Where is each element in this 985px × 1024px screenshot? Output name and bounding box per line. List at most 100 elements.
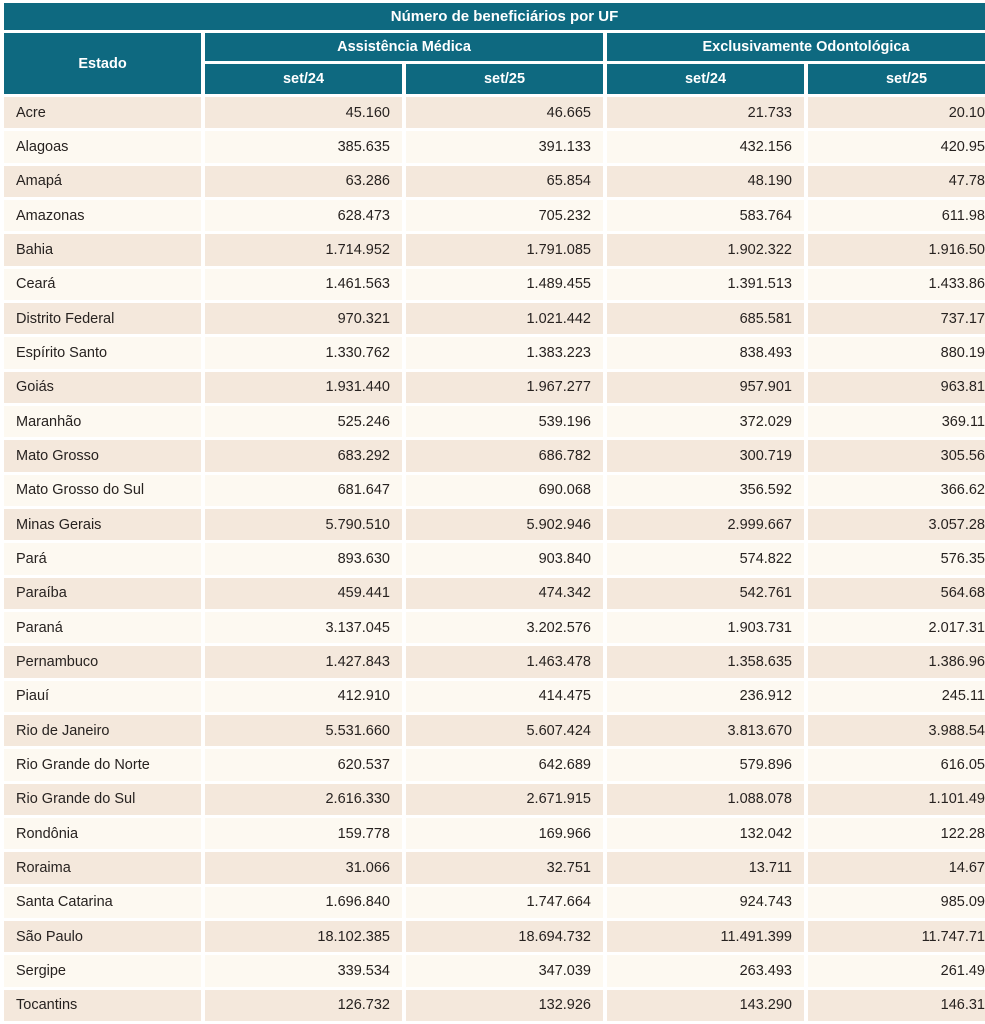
column-group-assistencia-medica: Assistência Médica — [205, 33, 603, 61]
state-cell: Espírito Santo — [4, 337, 201, 369]
value-cell: 1.714.952 — [205, 234, 402, 266]
state-cell: Maranhão — [4, 405, 201, 438]
value-cell: 5.531.660 — [205, 714, 402, 747]
value-cell: 412.910 — [205, 680, 402, 712]
table-row: Pernambuco 1.427.843 1.463.478 1.358.635… — [4, 646, 985, 678]
value-cell: 31.066 — [205, 852, 402, 884]
value-cell: 122.285 — [808, 817, 985, 850]
value-cell: 474.342 — [406, 577, 603, 609]
table-row: São Paulo 18.102.385 18.694.732 11.491.3… — [4, 920, 985, 953]
table-row: Paraíba 459.441 474.342 542.761 564.687 — [4, 577, 985, 609]
sub-header-row: set/24 set/25 set/24 set/25 — [4, 64, 985, 94]
table-body: Acre 45.160 46.665 21.733 20.103 Alagoas… — [4, 97, 985, 1021]
value-cell: 1.489.455 — [406, 268, 603, 300]
state-cell: Amapá — [4, 165, 201, 197]
value-cell: 236.912 — [607, 680, 804, 712]
value-cell: 18.102.385 — [205, 920, 402, 953]
value-cell: 3.988.543 — [808, 714, 985, 747]
value-cell: 2.017.314 — [808, 611, 985, 644]
value-cell: 576.355 — [808, 543, 985, 575]
value-cell: 46.665 — [406, 97, 603, 129]
value-cell: 339.534 — [205, 955, 402, 987]
table-header: Número de beneficiários por UF Estado As… — [4, 3, 985, 94]
value-cell: 539.196 — [406, 405, 603, 438]
table-row: Alagoas 385.635 391.133 432.156 420.950 — [4, 131, 985, 163]
state-cell: Tocantins — [4, 989, 201, 1021]
value-cell: 169.966 — [406, 817, 603, 850]
state-cell: Minas Gerais — [4, 508, 201, 541]
value-cell: 126.732 — [205, 989, 402, 1021]
value-cell: 21.733 — [607, 97, 804, 129]
value-cell: 159.778 — [205, 817, 402, 850]
value-cell: 1.088.078 — [607, 783, 804, 815]
value-cell: 924.743 — [607, 886, 804, 918]
table-row: Rondônia 159.778 169.966 132.042 122.285 — [4, 817, 985, 850]
group-header-row: Estado Assistência Médica Exclusivamente… — [4, 33, 985, 94]
value-cell: 685.581 — [607, 302, 804, 335]
table-row: Tocantins 126.732 132.926 143.290 146.31… — [4, 989, 985, 1021]
table-row: Espírito Santo 1.330.762 1.383.223 838.4… — [4, 337, 985, 369]
value-cell: 356.592 — [607, 474, 804, 506]
table-row: Piauí 412.910 414.475 236.912 245.116 — [4, 680, 985, 712]
value-cell: 681.647 — [205, 474, 402, 506]
value-cell: 48.190 — [607, 165, 804, 197]
value-cell: 263.493 — [607, 955, 804, 987]
value-cell: 579.896 — [607, 749, 804, 781]
value-cell: 1.427.843 — [205, 646, 402, 678]
state-cell: Rio Grande do Norte — [4, 749, 201, 781]
value-cell: 574.822 — [607, 543, 804, 575]
value-cell: 5.902.946 — [406, 508, 603, 541]
value-cell: 611.988 — [808, 199, 985, 232]
value-cell: 3.813.670 — [607, 714, 804, 747]
state-cell: Rondônia — [4, 817, 201, 850]
value-cell: 45.160 — [205, 97, 402, 129]
value-cell: 366.620 — [808, 474, 985, 506]
state-cell: Roraima — [4, 852, 201, 884]
value-cell: 414.475 — [406, 680, 603, 712]
value-cell: 1.696.840 — [205, 886, 402, 918]
value-cell: 20.103 — [808, 97, 985, 129]
value-cell: 245.116 — [808, 680, 985, 712]
value-cell: 985.096 — [808, 886, 985, 918]
value-cell: 1.461.563 — [205, 268, 402, 300]
table-row: Minas Gerais 5.790.510 5.902.946 2.999.6… — [4, 508, 985, 541]
value-cell: 32.751 — [406, 852, 603, 884]
value-cell: 5.607.424 — [406, 714, 603, 747]
table-row: Maranhão 525.246 539.196 372.029 369.110 — [4, 405, 985, 438]
state-cell: Pernambuco — [4, 646, 201, 678]
table-row: Ceará 1.461.563 1.489.455 1.391.513 1.43… — [4, 268, 985, 300]
value-cell: 369.110 — [808, 405, 985, 438]
state-cell: Rio Grande do Sul — [4, 783, 201, 815]
state-cell: Mato Grosso do Sul — [4, 474, 201, 506]
state-cell: Mato Grosso — [4, 440, 201, 472]
state-cell: Paraná — [4, 611, 201, 644]
value-cell: 2.671.915 — [406, 783, 603, 815]
value-cell: 1.903.731 — [607, 611, 804, 644]
title-row: Número de beneficiários por UF — [4, 3, 985, 30]
value-cell: 146.314 — [808, 989, 985, 1021]
table-row: Distrito Federal 970.321 1.021.442 685.5… — [4, 302, 985, 335]
state-cell: São Paulo — [4, 920, 201, 953]
value-cell: 420.950 — [808, 131, 985, 163]
value-cell: 970.321 — [205, 302, 402, 335]
value-cell: 65.854 — [406, 165, 603, 197]
value-cell: 391.133 — [406, 131, 603, 163]
value-cell: 11.491.399 — [607, 920, 804, 953]
table-row: Paraná 3.137.045 3.202.576 1.903.731 2.0… — [4, 611, 985, 644]
state-cell: Alagoas — [4, 131, 201, 163]
value-cell: 261.495 — [808, 955, 985, 987]
value-cell: 583.764 — [607, 199, 804, 232]
value-cell: 432.156 — [607, 131, 804, 163]
value-cell: 1.101.492 — [808, 783, 985, 815]
value-cell: 1.391.513 — [607, 268, 804, 300]
value-cell: 13.711 — [607, 852, 804, 884]
value-cell: 347.039 — [406, 955, 603, 987]
value-cell: 3.202.576 — [406, 611, 603, 644]
column-header-estado: Estado — [4, 33, 201, 94]
column-header-od-set25: set/25 — [808, 64, 985, 94]
value-cell: 385.635 — [205, 131, 402, 163]
value-cell: 1.386.964 — [808, 646, 985, 678]
value-cell: 542.761 — [607, 577, 804, 609]
value-cell: 525.246 — [205, 405, 402, 438]
value-cell: 1.967.277 — [406, 371, 603, 403]
